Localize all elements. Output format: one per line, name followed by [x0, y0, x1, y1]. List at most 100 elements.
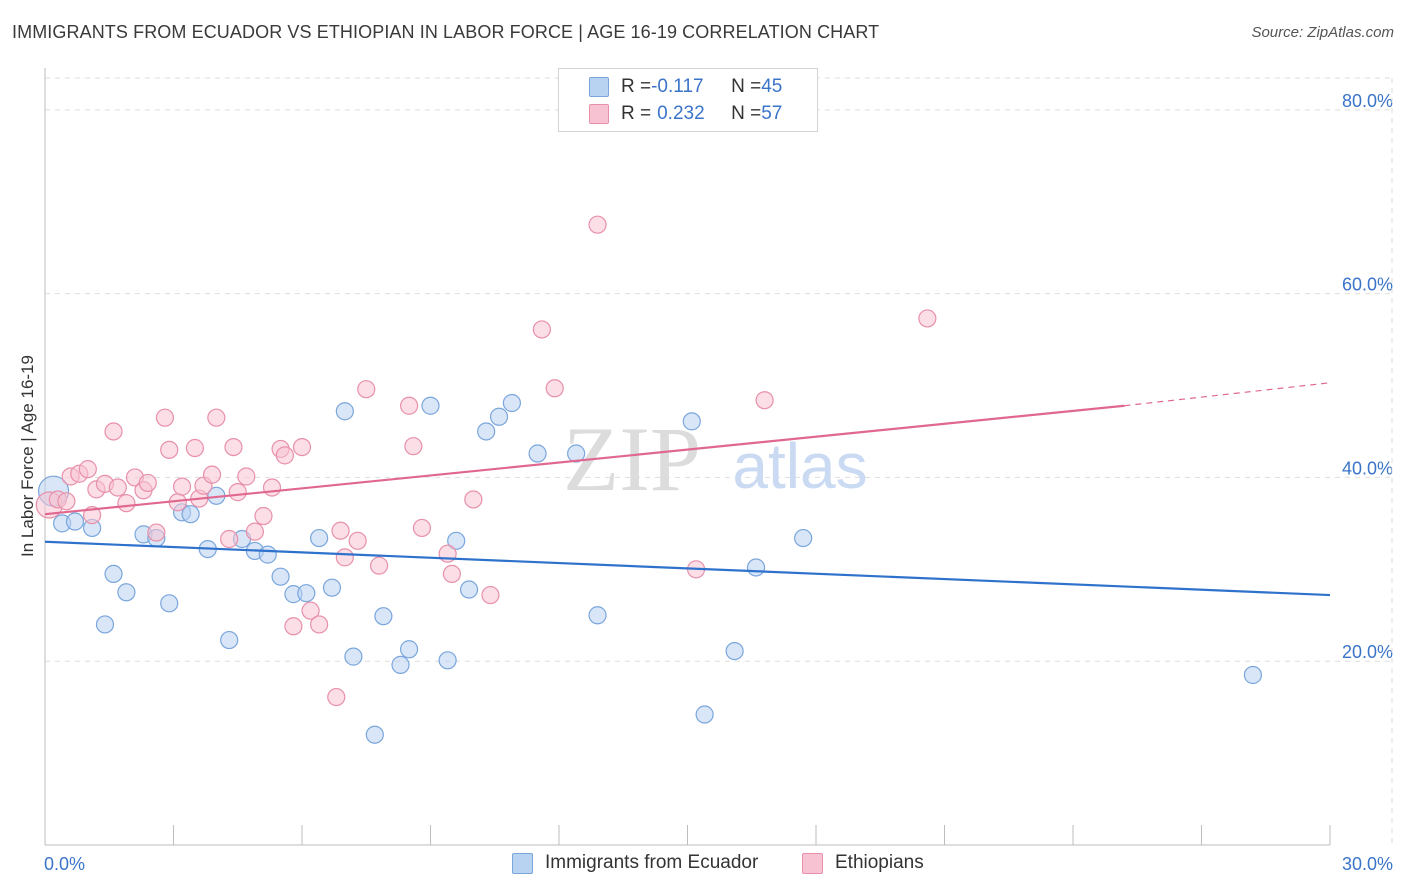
ethiopians-point: [57, 492, 76, 511]
ethiopians-point: [172, 477, 192, 496]
ethiopians-point: [224, 437, 243, 457]
ethiopians-point: [348, 531, 367, 550]
legend-swatch-ethiopians: [589, 104, 609, 124]
ethiopians-point: [228, 483, 247, 502]
y-axis-label: In Labor Force | Age 16-19: [18, 355, 37, 557]
ecuador-point: [365, 725, 384, 744]
y-tick-label: 20.0%: [1342, 642, 1393, 662]
ethiopians-point: [292, 437, 312, 457]
legend-r-label: R =: [621, 103, 652, 124]
ecuador-point: [682, 412, 701, 431]
ethiopians-trend-extension: [1124, 382, 1331, 407]
ecuador-point: [528, 444, 547, 463]
ecuador-point: [502, 393, 521, 413]
ecuador-trend-line: [44, 540, 1331, 597]
ecuador-point: [322, 578, 342, 597]
ecuador-point: [489, 407, 509, 426]
watermark-atlas: atlas: [732, 430, 867, 502]
ethiopians-point: [262, 478, 282, 497]
ethiopians-point: [335, 548, 354, 567]
legend-n-value: 45: [761, 76, 783, 97]
chart-title: IMMIGRANTS FROM ECUADOR VS ETHIOPIAN IN …: [12, 22, 880, 42]
ethiopians-point: [284, 617, 303, 636]
ecuador-point: [258, 545, 277, 564]
series-legend-ecuador: Immigrants from Ecuador: [512, 852, 758, 874]
series-legend-ethiopians: Ethiopians: [802, 852, 924, 874]
ethiopians-point: [160, 440, 179, 459]
legend-row-ecuador: R = -0.117 N = 45: [589, 76, 782, 98]
ecuador-point: [695, 705, 714, 724]
ethiopians-point: [310, 615, 329, 634]
ethiopians-point: [545, 379, 564, 398]
ethiopians-trend-line: [44, 404, 1125, 516]
ecuador-point: [344, 647, 363, 666]
legend-n-value: 57: [761, 103, 783, 124]
x-tick-label: 0.0%: [44, 854, 85, 874]
ethiopians-point: [207, 408, 226, 427]
ecuador-point: [104, 564, 123, 584]
ethiopians-point: [404, 437, 423, 456]
series-label-ecuador: Immigrants from Ecuador: [545, 852, 759, 873]
ecuador-point: [399, 640, 419, 659]
ethiopians-point: [104, 422, 123, 441]
series-swatch-ethiopians: [802, 852, 823, 874]
legend-n-label: N =: [731, 76, 762, 97]
ethiopians-point: [301, 601, 320, 620]
ecuador-point: [746, 558, 766, 577]
ethiopians-point: [185, 438, 205, 458]
ecuador-point: [95, 615, 115, 634]
ecuador-point: [421, 396, 440, 415]
y-tick-label: 80.0%: [1342, 91, 1393, 111]
series-legend: Immigrants from Ecuador Ethiopians: [0, 852, 1406, 878]
ethiopians-point: [78, 460, 97, 479]
ecuador-point: [335, 402, 354, 421]
ecuador-point: [374, 607, 393, 626]
ecuador-point: [567, 444, 586, 463]
legend-r-value: 0.232: [657, 103, 705, 124]
ethiopians-point: [147, 523, 166, 542]
ecuador-point: [588, 606, 607, 625]
y-tick-label: 60.0%: [1342, 275, 1393, 295]
ecuador-point: [459, 580, 479, 599]
ethiopians-point: [245, 522, 264, 541]
ethiopians-point: [442, 564, 462, 584]
ecuador-point: [438, 651, 457, 670]
ecuador-point: [725, 641, 744, 661]
legend-row-ethiopians: R = 0.232 N = 57: [589, 103, 782, 125]
legend-r-value: -0.117: [651, 76, 704, 97]
ecuador-point: [297, 584, 316, 603]
ethiopians-point: [331, 521, 350, 540]
ethiopians-point: [755, 391, 774, 410]
ethiopians-point: [588, 215, 607, 234]
ethiopians-point: [220, 529, 239, 549]
correlation-legend: R = -0.117 N = 45 R = 0.232 N = 57: [558, 68, 818, 132]
ethiopians-point: [370, 556, 389, 575]
ethiopians-point: [237, 467, 256, 486]
y-tick-label: 40.0%: [1342, 458, 1393, 478]
ethiopians-point: [532, 320, 551, 339]
ethiopians-point: [138, 473, 157, 493]
ecuador-point: [160, 594, 179, 613]
ecuador-point: [391, 655, 410, 674]
ethiopians-point: [918, 309, 937, 328]
legend-swatch-ecuador: [589, 77, 609, 97]
ethiopians-point: [327, 687, 346, 707]
ethiopians-point: [357, 380, 376, 399]
ecuador-point: [220, 630, 239, 650]
ethiopians-point: [481, 585, 500, 605]
ecuador-point: [65, 512, 85, 531]
ethiopians-point: [412, 518, 432, 538]
ecuador-point: [181, 505, 200, 524]
ecuador-point: [1243, 665, 1263, 685]
ethiopians-point: [155, 408, 175, 427]
ethiopians-point: [117, 494, 136, 513]
ecuador-point: [310, 528, 329, 548]
ecuador-point: [477, 422, 496, 441]
ethiopians-point: [275, 446, 294, 465]
ecuador-point: [794, 528, 813, 548]
source-label: Source: ZipAtlas.com: [1251, 24, 1394, 41]
legend-r-label: R =: [621, 76, 652, 97]
ethiopians-point: [399, 396, 419, 415]
ethiopians-point: [202, 465, 222, 484]
